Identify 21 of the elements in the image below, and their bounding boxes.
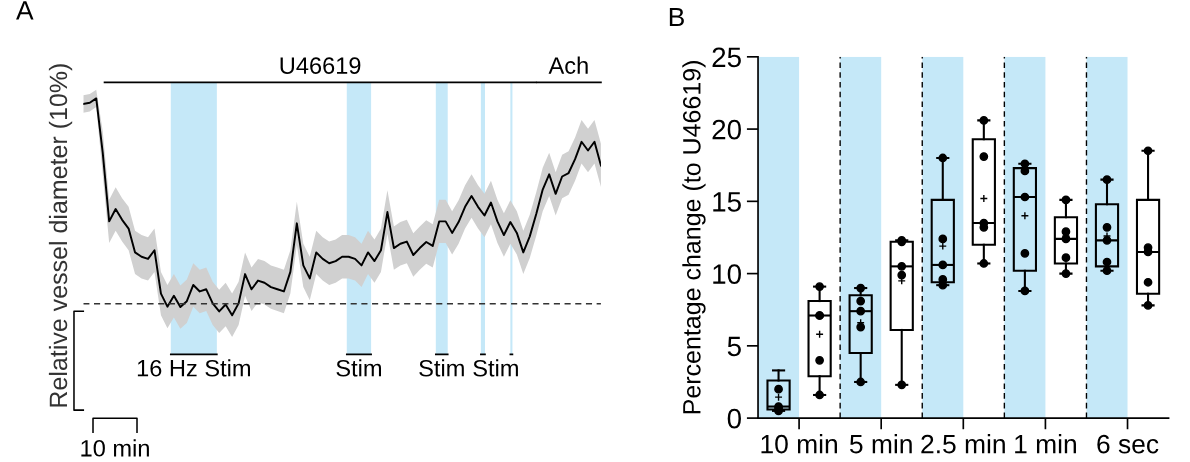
x-tick-label: 10 min [761, 434, 837, 454]
x-tick-label: 1 min [1015, 434, 1076, 454]
x-tick-label: 2.5 min [921, 434, 1005, 454]
y-axis-title: Percentage change (to U46619) [682, 61, 706, 414]
chart-title: A [16, 1, 34, 20]
x-tick-label: 6 sec [1097, 434, 1159, 454]
y-tick-label: 0 [727, 408, 741, 429]
y-tick-label: 25 [712, 47, 741, 68]
text: Stim [419, 359, 464, 377]
y-tick-label: 10 [713, 264, 741, 284]
chart-title: B [669, 7, 684, 27]
y-tick-label: 15 [713, 192, 741, 212]
x-tick-label: 5 min [849, 434, 912, 454]
text: Stim [336, 359, 381, 377]
text: U46619 [280, 57, 361, 74]
text: 16 Hz Stim [137, 359, 250, 377]
text: Ach [548, 56, 588, 74]
text: Stim [473, 359, 518, 377]
y-tick-label: 5 [727, 336, 741, 357]
y-axis-title: Relative vessel diameter (10%) [48, 64, 73, 407]
y-tick-label: 20 [712, 119, 741, 140]
